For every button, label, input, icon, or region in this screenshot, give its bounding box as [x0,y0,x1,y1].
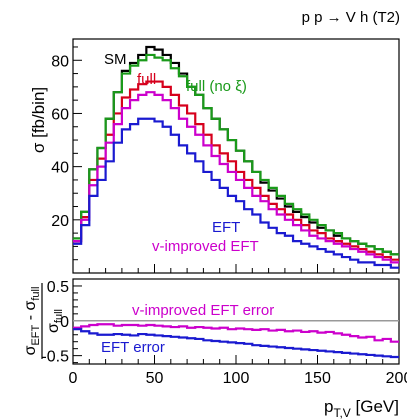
x-axis-label-p: p [324,397,333,416]
ratio-numerator-sub2: full [30,287,42,301]
chart-title: p p → V h (T2) [302,9,400,26]
x-tick-label: 100 [223,370,250,387]
main-series-group [73,45,399,269]
ratio-series-labels: v-improved EFT error EFT error [101,302,274,356]
ratio-numerator-sub1: EFT [30,324,42,345]
ratio-y-axis: -0.5 0 0.5 [41,279,82,366]
ratio-minus: - σ [22,301,39,325]
main-series-labels: SM full full (no ξ) v-improved EFT EFT [104,51,259,255]
series-label-v-improved-eft: v-improved EFT [152,238,259,255]
series-full-no- [73,53,399,256]
series-eft [73,117,399,269]
ratio-plot-panel: -0.500.5 050100150200 v-improved EFT err… [22,278,407,420]
ratio-y-axis-label: σEFT - σfull σfull [22,283,65,359]
ratio-series-label-eft-error: EFT error [101,339,165,356]
svg-text:σEFT - σfull: σEFT - σfull [22,287,42,356]
ratio-denominator-sigma: σ [45,323,62,333]
main-plot-panel: 20 40 60 80 SM full full (no ξ) v-improved EFT… [29,38,400,274]
x-tick-label: 0 [69,370,78,387]
series-label-sm: SM [104,51,127,68]
ratio-series-eft-error [73,328,399,359]
x-tick-label: 50 [146,370,164,387]
ratio-y-tick-label: -0.5 [41,349,69,366]
ratio-series-v-improved-eft-error [73,323,399,343]
x-axis-label-sub: T,V [333,406,350,420]
ratio-series-group [73,323,399,359]
main-y-axis-label: σ [fb/bin] [29,87,48,153]
main-y-tick-label: 80 [51,53,69,70]
x-axis-label: pT,V [GeV] [324,397,399,420]
ratio-series-label-v-improved-eft-error: v-improved EFT error [132,302,274,319]
main-y-tick-label: 40 [51,160,69,177]
ratio-denominator-sub: full [53,309,65,323]
series-label-full-no-: full (no ξ) [186,78,247,95]
series-label-full: full [137,71,156,88]
series-v-improved-eft [73,91,399,264]
main-y-axis: 20 40 60 80 [51,46,384,273]
x-axis-label-unit: [GeV] [351,397,399,416]
ratio-y-tick-label: 0 [60,314,69,331]
x-axis: 0 50 100 150 200 [69,355,407,387]
ratio-y-tick-label: 0.5 [47,279,69,296]
svg-text:σfull: σfull [45,309,65,333]
series-label-eft: EFT [212,219,240,236]
main-y-tick-label: 60 [51,106,69,123]
main-y-tick-label: 20 [51,213,69,230]
ratio-numerator-sigma: σ [22,345,39,355]
x-tick-label: 200 [386,370,407,387]
x-tick-label: 150 [304,370,331,387]
